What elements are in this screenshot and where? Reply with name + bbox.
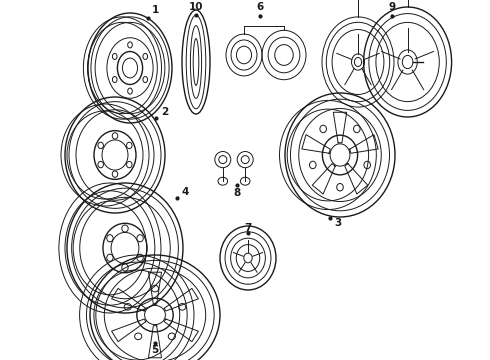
Text: 10: 10 <box>189 2 203 15</box>
Text: 3: 3 <box>330 218 342 228</box>
Text: 8: 8 <box>233 185 241 198</box>
Text: 5: 5 <box>151 345 159 355</box>
Text: 4: 4 <box>177 187 189 198</box>
Text: 2: 2 <box>156 107 169 118</box>
Text: 7: 7 <box>245 223 252 233</box>
Text: 1: 1 <box>148 5 159 18</box>
Text: 6: 6 <box>256 2 264 16</box>
Text: 9: 9 <box>389 2 395 16</box>
